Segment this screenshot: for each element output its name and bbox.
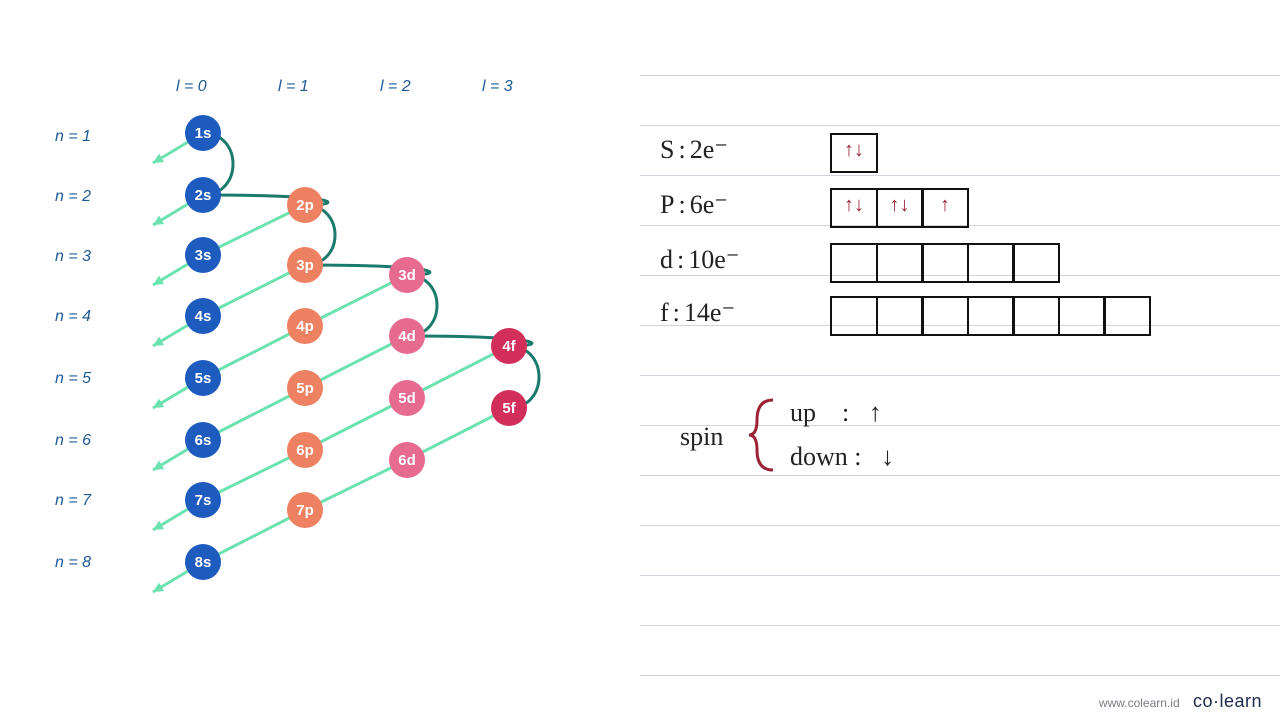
orbital-box <box>921 243 969 283</box>
orbital-box <box>921 296 969 336</box>
orbital-7p: 7p <box>287 492 323 528</box>
n-label: n = 8 <box>55 554 91 572</box>
orbital-box <box>1058 296 1106 336</box>
orbital-2p: 2p <box>287 187 323 223</box>
orbital-box: ↑↓ <box>830 188 878 228</box>
ruled-line <box>640 125 1280 126</box>
orbital-boxes <box>830 296 1151 336</box>
orbital-2s: 2s <box>185 177 221 213</box>
orbital-box <box>876 243 924 283</box>
orbital-8s: 8s <box>185 544 221 580</box>
orbital-5p: 5p <box>287 370 323 406</box>
ruled-line <box>640 475 1280 476</box>
orbital-5d: 5d <box>389 380 425 416</box>
orbital-box <box>1103 296 1151 336</box>
orbital-box <box>1012 296 1060 336</box>
electron-spin: ↑↓ <box>878 194 922 217</box>
orbital-6p: 6p <box>287 432 323 468</box>
l-label: l = 3 <box>482 78 513 96</box>
orbital-4d: 4d <box>389 318 425 354</box>
orbital-3p: 3p <box>287 247 323 283</box>
subshell-label: P : 6e⁻ <box>660 190 728 220</box>
footer-brand: co·learn <box>1193 691 1262 711</box>
l-label: l = 1 <box>278 78 309 96</box>
ruled-line <box>640 425 1280 426</box>
n-label: n = 6 <box>55 432 91 450</box>
orbital-5f: 5f <box>491 390 527 426</box>
orbital-box <box>967 296 1015 336</box>
ruled-line <box>640 75 1280 76</box>
spin-down-row: down : ↓ <box>790 442 894 472</box>
n-label: n = 3 <box>55 248 91 266</box>
orbital-box: ↑ <box>921 188 969 228</box>
orbital-boxes <box>830 243 1060 283</box>
n-label: n = 7 <box>55 492 91 510</box>
orbital-box: ↑↓ <box>876 188 924 228</box>
subshell-label: f : 14e⁻ <box>660 298 735 328</box>
orbital-box: ↑↓ <box>830 133 878 173</box>
n-label: n = 1 <box>55 128 91 146</box>
orbital-box <box>1012 243 1060 283</box>
electron-spin: ↑↓ <box>832 194 876 217</box>
orbital-5s: 5s <box>185 360 221 396</box>
l-label: l = 2 <box>380 78 411 96</box>
subshell-label: d : 10e⁻ <box>660 245 740 275</box>
subshell-label: S : 2e⁻ <box>660 135 728 165</box>
spin-up-row: up : ↑ <box>790 398 882 428</box>
orbital-4f: 4f <box>491 328 527 364</box>
aufbau-path <box>0 0 640 720</box>
ruled-line <box>640 175 1280 176</box>
n-label: n = 4 <box>55 308 91 326</box>
n-label: n = 5 <box>55 370 91 388</box>
l-label: l = 0 <box>176 78 207 96</box>
orbital-7s: 7s <box>185 482 221 518</box>
orbital-boxes: ↑↓↑↓↑ <box>830 188 969 228</box>
orbital-6s: 6s <box>185 422 221 458</box>
orbital-4s: 4s <box>185 298 221 334</box>
footer: www.colearn.id co·learn <box>1099 691 1262 712</box>
footer-url: www.colearn.id <box>1099 696 1180 710</box>
electron-spin: ↑↓ <box>832 139 876 162</box>
orbital-3s: 3s <box>185 237 221 273</box>
ruled-line <box>640 675 1280 676</box>
orbital-box <box>967 243 1015 283</box>
orbital-box <box>830 296 878 336</box>
orbital-4p: 4p <box>287 308 323 344</box>
orbital-6d: 6d <box>389 442 425 478</box>
n-label: n = 2 <box>55 188 91 206</box>
orbital-1s: 1s <box>185 115 221 151</box>
spin-label: spin <box>680 422 723 452</box>
ruled-line <box>640 575 1280 576</box>
orbital-box <box>830 243 878 283</box>
ruled-line <box>640 375 1280 376</box>
electron-spin: ↑ <box>923 194 967 217</box>
ruled-line <box>640 625 1280 626</box>
aufbau-diagram: l = 0 l = 1 l = 2 l = 3 n = 1 n = 2 n = 3 n = 4… <box>0 0 640 720</box>
handwritten-notes: S : 2e⁻↑↓P : 6e⁻↑↓↑↓↑d : 10e⁻f : 14e⁻spi… <box>640 0 1280 720</box>
brace-icon <box>745 395 785 475</box>
orbital-box <box>876 296 924 336</box>
orbital-3d: 3d <box>389 257 425 293</box>
orbital-boxes: ↑↓ <box>830 133 878 173</box>
ruled-line <box>640 525 1280 526</box>
